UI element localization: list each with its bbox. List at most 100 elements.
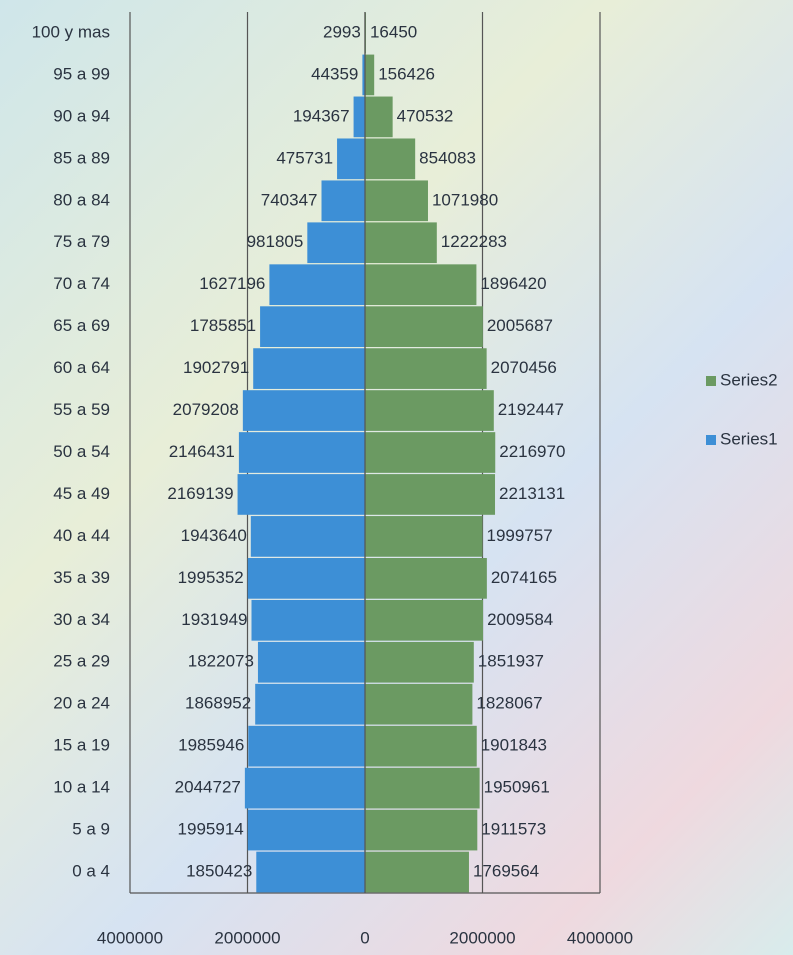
bar: [365, 474, 495, 515]
page: 400000020000000200000040000000 a 4185042…: [0, 0, 793, 955]
bar: [365, 432, 495, 473]
data-label: 2074165: [491, 568, 557, 587]
data-label: 16450: [370, 22, 417, 41]
data-label: 1902791: [183, 358, 249, 377]
data-label: 981805: [247, 232, 304, 251]
bar: [365, 306, 483, 347]
y-tick-label: 15 a 19: [53, 736, 110, 755]
bar: [354, 97, 365, 138]
bar: [365, 97, 393, 138]
bar: [365, 642, 474, 683]
y-tick-label: 30 a 34: [53, 610, 110, 629]
bar: [248, 726, 365, 767]
data-label: 1985946: [178, 736, 244, 755]
y-tick-label: 85 a 89: [53, 148, 110, 167]
data-label: 1868952: [185, 694, 251, 713]
bar: [365, 180, 428, 221]
y-tick-label: 60 a 64: [53, 358, 110, 377]
data-label: 194367: [293, 106, 350, 125]
data-label: 854083: [419, 148, 476, 167]
bar: [365, 264, 476, 305]
data-label: 470532: [397, 106, 454, 125]
bar: [255, 684, 365, 725]
y-tick-label: 5 a 9: [72, 820, 110, 839]
data-label: 740347: [261, 190, 318, 209]
data-label: 2005687: [487, 316, 553, 335]
data-label: 1950961: [484, 778, 550, 797]
bar: [251, 600, 365, 641]
x-tick-label: 0: [360, 928, 369, 947]
legend-label: Series2: [720, 370, 778, 389]
data-label: 2044727: [175, 778, 241, 797]
data-label: 2070456: [491, 358, 557, 377]
data-label: 1785851: [190, 316, 256, 335]
y-tick-label: 90 a 94: [53, 106, 110, 125]
bar: [253, 348, 365, 389]
data-label: 1999757: [486, 526, 552, 545]
bar: [365, 684, 472, 725]
bar: [251, 516, 365, 557]
bar: [307, 222, 365, 263]
legend-label: Series1: [720, 429, 778, 448]
bar: [365, 768, 480, 809]
bar: [365, 222, 437, 263]
data-label: 2169139: [167, 484, 233, 503]
y-tick-label: 25 a 29: [53, 652, 110, 671]
chart: 400000020000000200000040000000 a 4185042…: [0, 0, 793, 955]
bar: [365, 390, 494, 431]
data-label: 156426: [378, 64, 435, 83]
y-tick-label: 35 a 39: [53, 568, 110, 587]
data-label: 1943640: [181, 526, 247, 545]
x-tick-label: 2000000: [214, 928, 280, 947]
bar: [365, 55, 374, 96]
bar: [365, 600, 483, 641]
data-label: 2146431: [169, 442, 235, 461]
y-tick-label: 95 a 99: [53, 64, 110, 83]
bar: [322, 180, 365, 221]
y-tick-label: 10 a 14: [53, 778, 110, 797]
data-label: 1627196: [199, 274, 265, 293]
bar: [256, 852, 365, 893]
y-tick-label: 50 a 54: [53, 442, 110, 461]
data-label: 2993: [323, 22, 361, 41]
data-label: 1995352: [178, 568, 244, 587]
bar: [337, 138, 365, 179]
data-label: 475731: [276, 148, 333, 167]
y-tick-label: 75 a 79: [53, 232, 110, 251]
bar: [365, 138, 415, 179]
data-label: 1851937: [478, 652, 544, 671]
legend-swatch: [706, 435, 716, 445]
y-tick-label: 55 a 59: [53, 400, 110, 419]
bar: [269, 264, 365, 305]
data-label: 1769564: [473, 862, 539, 881]
data-label: 1896420: [480, 274, 546, 293]
data-label: 2192447: [498, 400, 564, 419]
bar: [239, 432, 365, 473]
bar: [365, 348, 487, 389]
data-label: 1995914: [178, 820, 244, 839]
data-label: 1071980: [432, 190, 498, 209]
x-tick-label: 4000000: [567, 928, 633, 947]
data-label: 2079208: [173, 400, 239, 419]
bar: [248, 810, 365, 851]
data-label: 1850423: [186, 862, 252, 881]
data-label: 44359: [311, 64, 358, 83]
bar: [243, 390, 365, 431]
legend-swatch: [706, 376, 716, 386]
y-tick-label: 20 a 24: [53, 694, 110, 713]
data-label: 2213131: [499, 484, 565, 503]
data-label: 1931949: [181, 610, 247, 629]
y-tick-label: 70 a 74: [53, 274, 110, 293]
bar: [245, 768, 365, 809]
data-label: 1222283: [441, 232, 507, 251]
bar: [365, 852, 469, 893]
x-tick-label: 2000000: [449, 928, 515, 947]
bar: [248, 558, 365, 599]
data-label: 1828067: [476, 694, 542, 713]
data-label: 2216970: [499, 442, 565, 461]
y-tick-label: 100 y mas: [32, 22, 110, 41]
bar: [260, 306, 365, 347]
y-tick-label: 80 a 84: [53, 190, 110, 209]
data-label: 2009584: [487, 610, 553, 629]
y-tick-label: 45 a 49: [53, 484, 110, 503]
